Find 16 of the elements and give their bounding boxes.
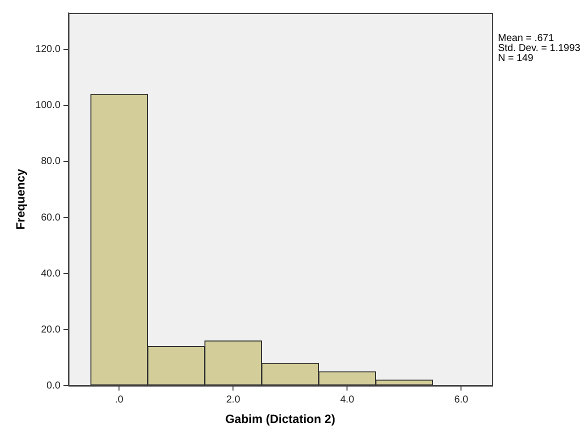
y-tick-label: 80.0: [40, 156, 61, 168]
y-tick-label: 40.0: [40, 268, 61, 280]
y-tick-label: 120.0: [35, 44, 61, 56]
x-tick-label: 2.0: [226, 394, 241, 406]
y-tick-label: 20.0: [40, 324, 61, 336]
text: N = 149: [498, 52, 534, 64]
y-tick-label: 100.0: [35, 100, 61, 112]
x-axis-title: Gabim (Dictation 2): [225, 412, 336, 426]
text: Mean = .671: [498, 32, 554, 44]
y-tick-label: 0.0: [46, 380, 61, 392]
x-tick-label: .0: [114, 394, 124, 406]
text: Std. Dev. = 1.1993: [498, 42, 581, 54]
x-tick-label: 6.0: [454, 394, 469, 406]
y-axis-title: Frequency: [14, 168, 28, 230]
y-tick-label: 60.0: [40, 212, 61, 224]
x-tick-label: 4.0: [340, 394, 355, 406]
